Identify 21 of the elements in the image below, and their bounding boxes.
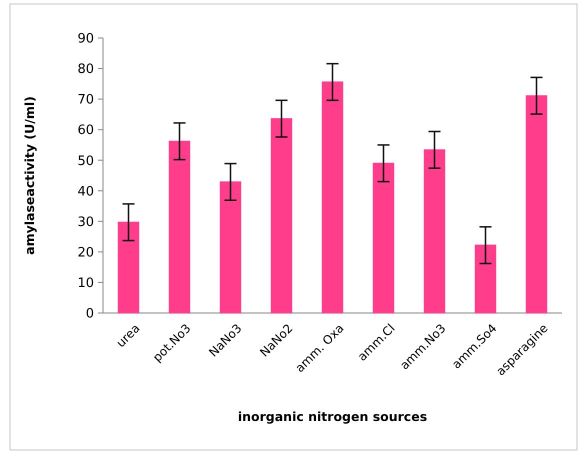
bar [372, 162, 394, 314]
y-tick-label: 30 [77, 214, 94, 230]
bar [474, 244, 496, 314]
bar [322, 82, 344, 314]
y-tick-label: 40 [77, 184, 94, 200]
y-tick-label: 20 [77, 245, 94, 260]
y-tick-label: 0 [86, 306, 94, 322]
y-tick-label: 50 [77, 154, 94, 169]
bar [118, 222, 140, 314]
y-tick-label: 10 [77, 276, 94, 291]
y-tick-label: 60 [77, 123, 94, 138]
y-tick-label: 80 [77, 62, 94, 78]
y-tick-label: 70 [77, 92, 94, 108]
x-axis-title: inorganic nitrogen sources [238, 409, 428, 424]
bar [526, 95, 548, 314]
y-axis-title: amylaseactivity (U/ml) [22, 96, 37, 255]
bar [270, 118, 292, 314]
bar [168, 140, 190, 314]
bar [220, 181, 242, 314]
bar [424, 149, 446, 314]
y-tick-label: 90 [77, 32, 94, 47]
